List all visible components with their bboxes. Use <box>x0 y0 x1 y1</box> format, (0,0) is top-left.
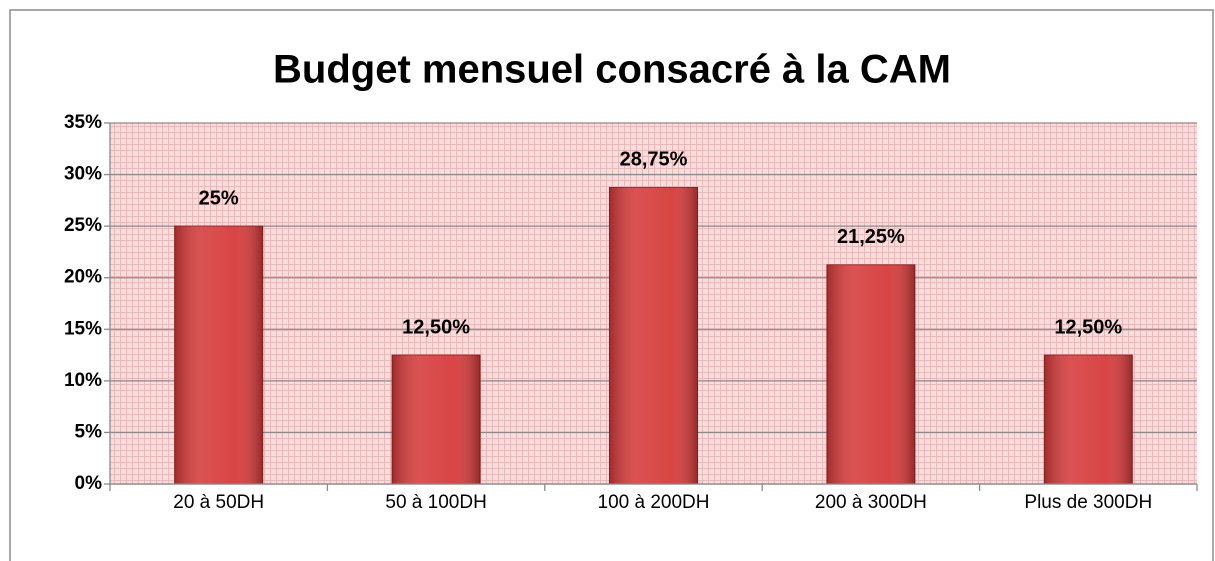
chart-title: Budget mensuel consacré à la CAM <box>273 48 951 92</box>
bar-shade <box>392 355 481 484</box>
data-label: 25% <box>199 187 239 209</box>
x-tick-label: 200 à 300DH <box>815 492 927 513</box>
x-tick-label: 100 à 200DH <box>598 492 710 513</box>
x-tick-label: 50 à 100DH <box>385 492 486 513</box>
x-tick-label: Plus de 300DH <box>1024 492 1152 513</box>
y-tick-label: 30% <box>64 164 102 185</box>
bar-shade <box>609 187 698 484</box>
y-tick-label: 10% <box>64 370 102 391</box>
y-tick-label: 0% <box>75 473 103 494</box>
y-tick-label: 20% <box>64 267 102 288</box>
data-label: 12,50% <box>402 316 470 338</box>
bar-shade <box>174 226 263 484</box>
data-label: 21,25% <box>837 226 905 248</box>
data-label: 28,75% <box>620 149 688 171</box>
data-label: 12,50% <box>1054 316 1122 338</box>
y-tick-label: 25% <box>64 215 102 236</box>
y-tick-label: 5% <box>75 421 103 442</box>
bar-shade <box>1044 355 1133 484</box>
y-tick-label: 35% <box>64 112 102 133</box>
bar-shade <box>826 264 915 484</box>
y-tick-label: 15% <box>64 318 102 339</box>
x-tick-label: 20 à 50DH <box>173 492 264 513</box>
